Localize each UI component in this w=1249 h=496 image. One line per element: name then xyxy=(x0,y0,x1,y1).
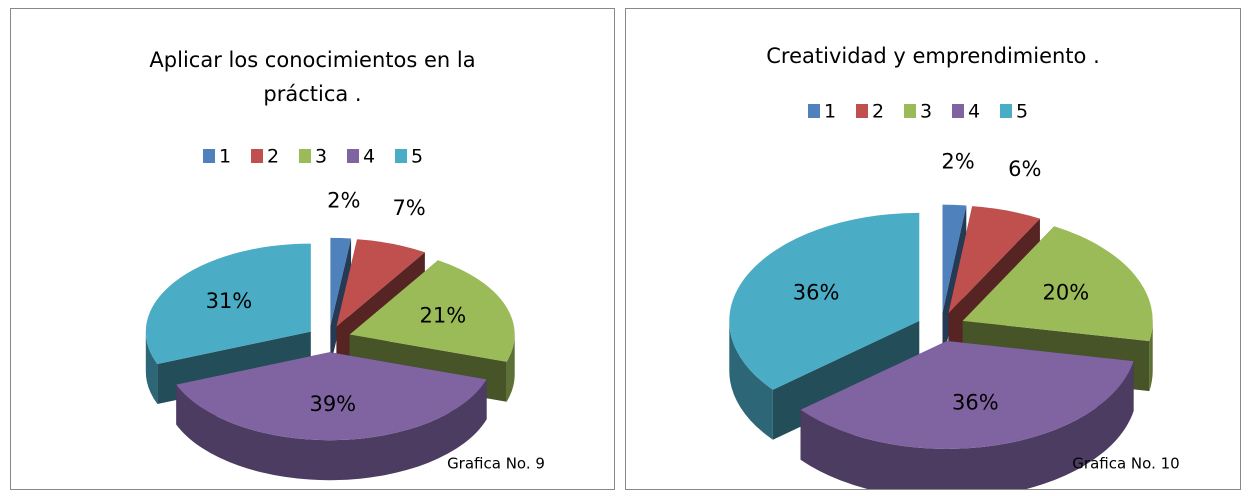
slice xyxy=(948,206,1040,314)
legend-swatch xyxy=(904,104,916,118)
data-label: 2% xyxy=(941,150,974,174)
legend-label: 5 xyxy=(411,146,423,168)
legend-swatch xyxy=(952,104,964,118)
legend-label: 4 xyxy=(363,146,375,168)
slice xyxy=(962,226,1153,342)
legend-label: 1 xyxy=(824,101,836,123)
legend-swatch xyxy=(299,149,311,163)
data-label: 31% xyxy=(206,289,253,313)
legend-swatch xyxy=(808,104,820,118)
legend-swatch xyxy=(203,149,215,163)
caption: Grafica No. 10 xyxy=(1072,455,1179,473)
data-label: 20% xyxy=(1043,280,1090,304)
slice xyxy=(145,243,311,364)
slice xyxy=(336,239,425,327)
legend-label: 3 xyxy=(315,146,327,168)
data-label: 36% xyxy=(952,391,999,415)
legend-swatch xyxy=(251,149,263,163)
slice-side xyxy=(145,331,158,404)
legend-label: 2 xyxy=(872,101,884,123)
chart-panel: Creatividad y emprendimiento . 1 2 3 4 5 2% 6%… xyxy=(625,8,1241,490)
chart-panel: Aplicar los conocimientos en la práctica… xyxy=(10,8,615,490)
data-label: 6% xyxy=(1008,157,1041,181)
data-label: 2% xyxy=(327,189,360,213)
chart: 1 2 3 4 5 2% 7% 21% 39% 31% Grafica No. 9 xyxy=(145,146,545,481)
slice-side xyxy=(506,334,515,402)
legend-label: 4 xyxy=(968,101,980,123)
slice-side xyxy=(176,379,487,481)
caption: Grafica No. 9 xyxy=(447,455,545,473)
legend-label: 5 xyxy=(1016,101,1028,123)
slice xyxy=(800,340,1134,449)
chart-title: Aplicar los conocimientos en la práctica… xyxy=(149,48,476,106)
slice-side xyxy=(330,238,352,366)
data-label: 7% xyxy=(392,196,425,220)
slice-side xyxy=(1149,320,1153,392)
legend-label: 1 xyxy=(219,146,231,168)
slice xyxy=(942,204,967,313)
slice xyxy=(176,352,487,441)
legend-label: 3 xyxy=(920,101,932,123)
legend-label: 2 xyxy=(267,146,279,168)
slice xyxy=(729,212,920,390)
legend-swatch xyxy=(395,149,407,163)
data-label: 39% xyxy=(309,392,356,416)
legend-swatch xyxy=(347,149,359,163)
data-label: 36% xyxy=(793,280,840,304)
legend-swatch xyxy=(856,104,868,118)
slice-side xyxy=(729,320,773,440)
slice-side xyxy=(800,361,1134,489)
chart: 1 2 3 4 5 2% 6% 20% 36% 36% Grafica No. 10 xyxy=(729,101,1180,489)
data-label: 21% xyxy=(420,304,467,328)
slice xyxy=(349,260,515,362)
legend-swatch xyxy=(1000,104,1012,118)
chart-title: Creatividad y emprendimiento . xyxy=(766,44,1100,68)
slice xyxy=(330,237,352,326)
